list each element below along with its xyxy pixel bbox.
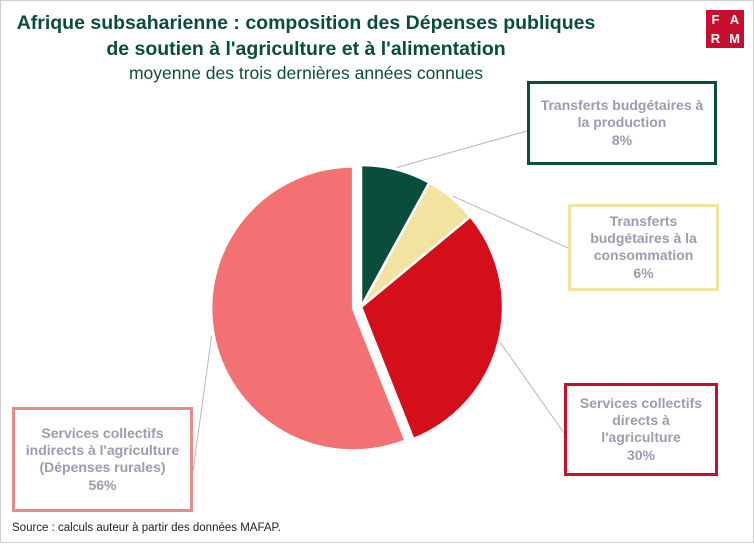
callout-label-line: Services collectifs [41, 425, 164, 441]
leader-line [500, 342, 565, 434]
callout-label-line: Transferts [609, 213, 678, 229]
chart-subtitle: moyenne des trois dernières années connu… [128, 63, 484, 83]
leader-lines [192, 130, 569, 472]
farm-logo: F A R M [706, 10, 744, 48]
chart-title-line-2: de soutien à l'agriculture et à l'alimen… [106, 38, 506, 60]
pie-slices [209, 163, 505, 452]
callout-label-line: budgétaires à la [590, 230, 697, 246]
callout-label-line: Services collectifs [579, 395, 703, 411]
leader-line [396, 130, 528, 169]
callout-transferts-production: Transferts budgétaires à la production 8… [527, 81, 717, 165]
callout-value: 30% [626, 447, 656, 463]
callout-value: 6% [633, 265, 654, 281]
callout-label-line: la production [577, 114, 667, 130]
callout-value: 56% [88, 477, 117, 493]
leader-line [192, 335, 213, 472]
callout-label-line: consommation [593, 247, 694, 263]
chart-title-line-1: Afrique subsaharienne : composition des … [16, 12, 596, 34]
callout-transferts-consommation: Transferts budgétaires à la consommation… [568, 204, 719, 291]
logo-letter: M [729, 31, 740, 46]
pie-slice [209, 165, 408, 452]
callout-label-line: (Dépenses rurales) [39, 459, 166, 475]
callout-label-line: indirects à l'agriculture [25, 442, 180, 458]
source-note: Source : calculs auteur à partir des don… [12, 522, 281, 534]
pie-slice [359, 214, 505, 441]
leader-line [452, 195, 569, 249]
logo-letter: R [710, 31, 721, 46]
callout-label-line: directs à [612, 412, 670, 428]
logo-letter: A [729, 12, 740, 27]
callout-label-line: Transferts budgétaires à [540, 97, 704, 113]
logo-letter: F [711, 12, 720, 27]
callout-label-line: l'agriculture [601, 429, 681, 445]
callout-services-indirects: Services collectifs indirects à l'agricu… [12, 407, 193, 512]
callout-services-directs: Services collectifs directs à l'agricult… [564, 383, 718, 476]
callout-value: 8% [611, 132, 633, 148]
